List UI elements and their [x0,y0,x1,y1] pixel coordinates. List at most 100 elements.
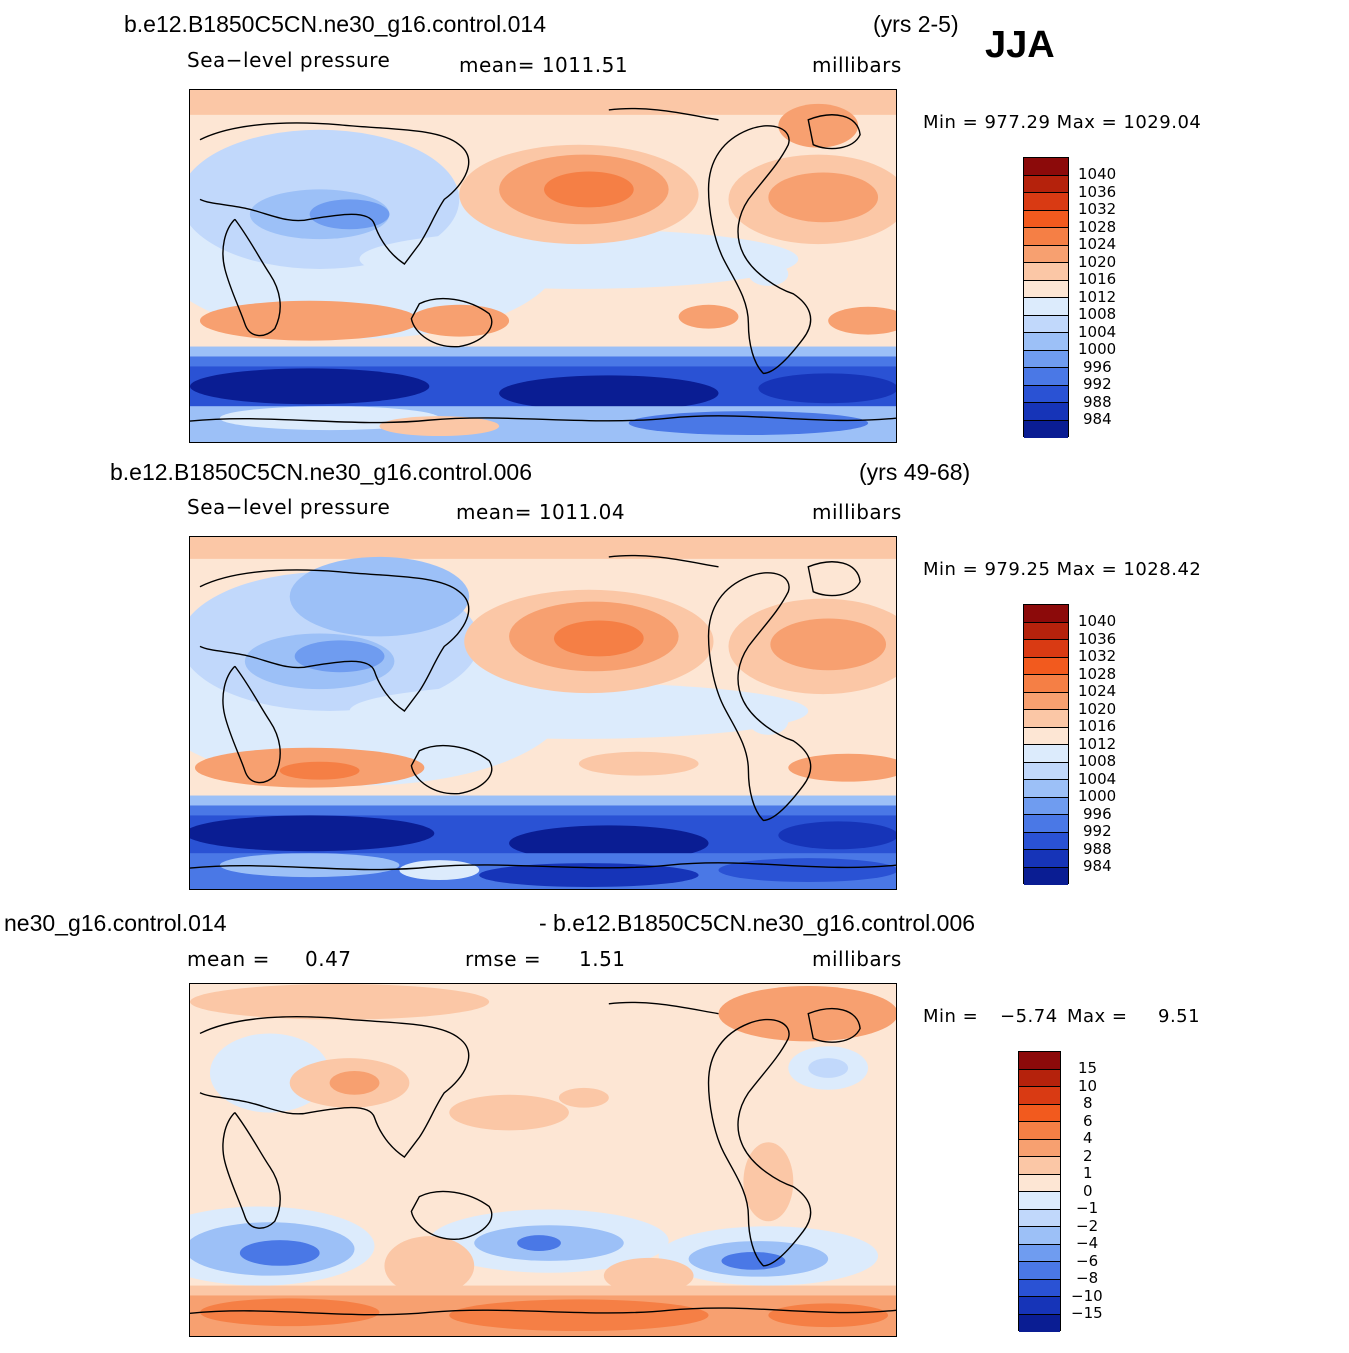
colorbar-label: −15 [1071,1304,1103,1322]
colorbar-label: −2 [1076,1216,1099,1235]
colorbar-swatch [1019,1122,1060,1140]
panel2-units: millibars [812,500,902,524]
panel1-map [189,89,897,443]
colorbar-label: 1036 [1078,629,1117,648]
colorbar-label: 1000 [1078,787,1117,805]
colorbar-label: 1012 [1078,734,1117,753]
panel3-min-value: −5.74 [1000,1006,1058,1027]
colorbar-label: −6 [1076,1251,1099,1270]
colorbar-swatch [1024,780,1068,798]
panel3-title-left: ne30_g16.control.014 [4,910,227,936]
colorbar-label: −8 [1076,1269,1099,1287]
colorbar-swatch [1024,368,1068,386]
colorbar-label: 996 [1083,804,1112,823]
colorbar-label: −4 [1076,1234,1099,1252]
colorbar-swatch [1024,245,1068,263]
colorbar-label: 1 [1083,1164,1093,1182]
panel3-map [189,983,897,1337]
panel3-min-label: Min = [923,1006,979,1027]
colorbar-label: 988 [1083,839,1112,858]
colorbar-label: 15 [1078,1059,1098,1077]
colorbar-label: 1008 [1078,305,1117,323]
colorbar-swatch [1019,1157,1060,1175]
panel2-map [189,536,897,890]
colorbar-label: 1032 [1078,647,1117,665]
colorbar-swatch [1024,158,1068,176]
colorbar-swatch [1024,657,1068,675]
colorbar-swatch [1024,403,1068,421]
colorbar-swatch [1024,850,1068,868]
colorbar-swatch [1024,675,1068,693]
colorbar-swatch [1024,420,1068,438]
colorbar-swatch [1019,1262,1060,1280]
colorbar-label: 0 [1083,1181,1093,1200]
colorbar-swatch [1024,745,1068,763]
colorbar-swatch [1024,762,1068,780]
colorbar-swatch [1024,815,1068,833]
colorbar-label: −1 [1076,1199,1099,1217]
colorbar-label: 1040 [1078,165,1117,183]
panel2-map-svg [190,537,896,889]
colorbar-swatch [1024,210,1068,228]
colorbar-label: 1008 [1078,752,1117,770]
colorbar-swatch [1024,710,1068,728]
panel3-max-value: 9.51 [1158,1006,1201,1027]
colorbar-swatch [1024,280,1068,298]
colorbar-label: 1000 [1078,340,1117,358]
colorbar-swatch [1024,315,1068,333]
colorbar-label: 1028 [1078,664,1117,683]
colorbar-swatch [1024,622,1068,640]
panel1-map-svg [190,90,896,442]
colorbar-label: 1028 [1078,217,1117,236]
colorbar-label: 1024 [1078,235,1117,253]
colorbar-swatch [1019,1174,1060,1192]
panel3-mean-value: 0.47 [305,947,352,971]
panel1-colorbar [1023,157,1069,438]
panel1-variable: Sea−level pressure [187,48,391,72]
colorbar-swatch [1019,1279,1060,1297]
colorbar-label: 1024 [1078,682,1117,700]
colorbar-label: 6 [1083,1111,1093,1130]
panel3-title-right: - b.e12.B1850C5CN.ne30_g16.control.006 [539,910,976,936]
panel3-mean-label: mean = [187,947,270,971]
panel2-colorbar [1023,604,1069,885]
colorbar-swatch [1019,1209,1060,1227]
colorbar-swatch [1024,692,1068,710]
colorbar-swatch [1024,797,1068,815]
colorbar-swatch [1019,1227,1060,1245]
colorbar-label: 996 [1083,357,1112,376]
colorbar-swatch [1024,350,1068,368]
colorbar-label: 1020 [1078,252,1117,271]
panel2-variable: Sea−level pressure [187,495,391,519]
colorbar-label: 988 [1083,392,1112,411]
colorbar-swatch [1024,298,1068,316]
colorbar-swatch [1024,867,1068,885]
colorbar-label: 1004 [1078,769,1117,788]
colorbar-label: −10 [1071,1286,1103,1305]
panel1-title-right: (yrs 2-5) [873,11,959,37]
colorbar-label: 1040 [1078,612,1117,630]
panel2-minmax: Min = 979.25 Max = 1028.42 [923,559,1202,580]
colorbar-label: 10 [1078,1076,1098,1095]
panel2-mean: mean= 1011.04 [456,500,626,524]
panel3-max-label: Max = [1067,1006,1128,1027]
season-label: JJA [985,24,1055,66]
panel1-title-left: b.e12.B1850C5CN.ne30_g16.control.014 [124,11,546,37]
colorbar-label: 1020 [1078,699,1117,718]
colorbar-swatch [1019,1087,1060,1105]
colorbar-swatch [1024,193,1068,211]
colorbar-label: 8 [1083,1094,1093,1112]
panel2-title-left: b.e12.B1850C5CN.ne30_g16.control.006 [110,459,532,485]
colorbar-label: 984 [1083,857,1112,875]
colorbar-swatch [1024,727,1068,745]
colorbar-label: 984 [1083,410,1112,428]
colorbar-label: 1032 [1078,200,1117,218]
panel2-title-right: (yrs 49-68) [859,459,971,485]
colorbar-label: 1012 [1078,287,1117,306]
colorbar-label: 992 [1083,375,1112,393]
colorbar-swatch [1019,1052,1060,1070]
colorbar-swatch [1019,1192,1060,1210]
colorbar-label: 992 [1083,822,1112,840]
colorbar-label: 4 [1083,1129,1093,1147]
colorbar-swatch [1019,1244,1060,1262]
